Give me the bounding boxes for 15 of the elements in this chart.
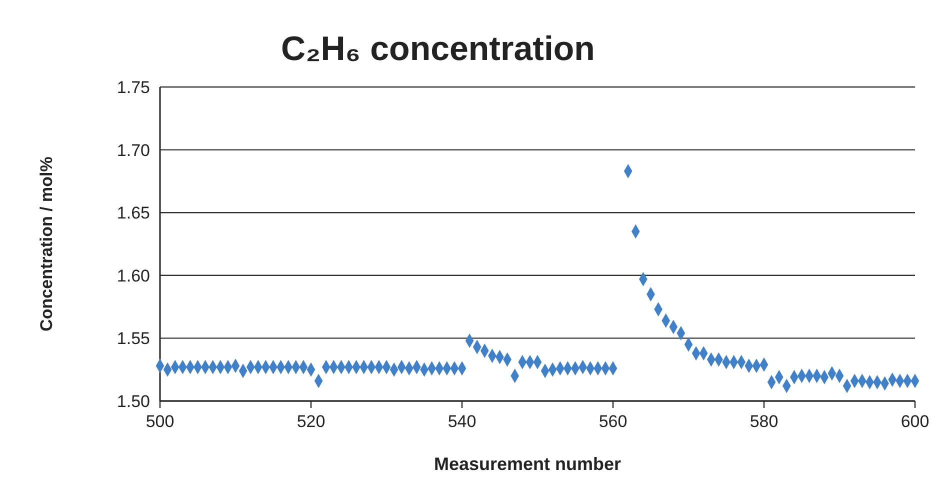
y-tick-label: 1.50 [116,392,150,411]
y-tick-label: 1.75 [116,78,150,97]
y-tick-label: 1.70 [116,140,150,160]
x-tick-label: 520 [296,412,326,431]
x-axis-title: Measurement number [434,454,622,474]
y-axis-title: Concentration / mol% [37,156,56,332]
chart-title: C₂H₆ concentration [281,30,595,68]
x-tick-label: 580 [750,412,778,431]
x-tick-label: 560 [598,412,628,431]
x-tick-label: 600 [900,412,930,431]
y-tick-label: 1.55 [116,329,150,348]
x-tick-label: 500 [146,412,174,431]
y-tick-label: 1.65 [116,204,150,223]
y-tick-label: 1.60 [116,266,150,286]
x-tick-label: 540 [448,412,476,431]
